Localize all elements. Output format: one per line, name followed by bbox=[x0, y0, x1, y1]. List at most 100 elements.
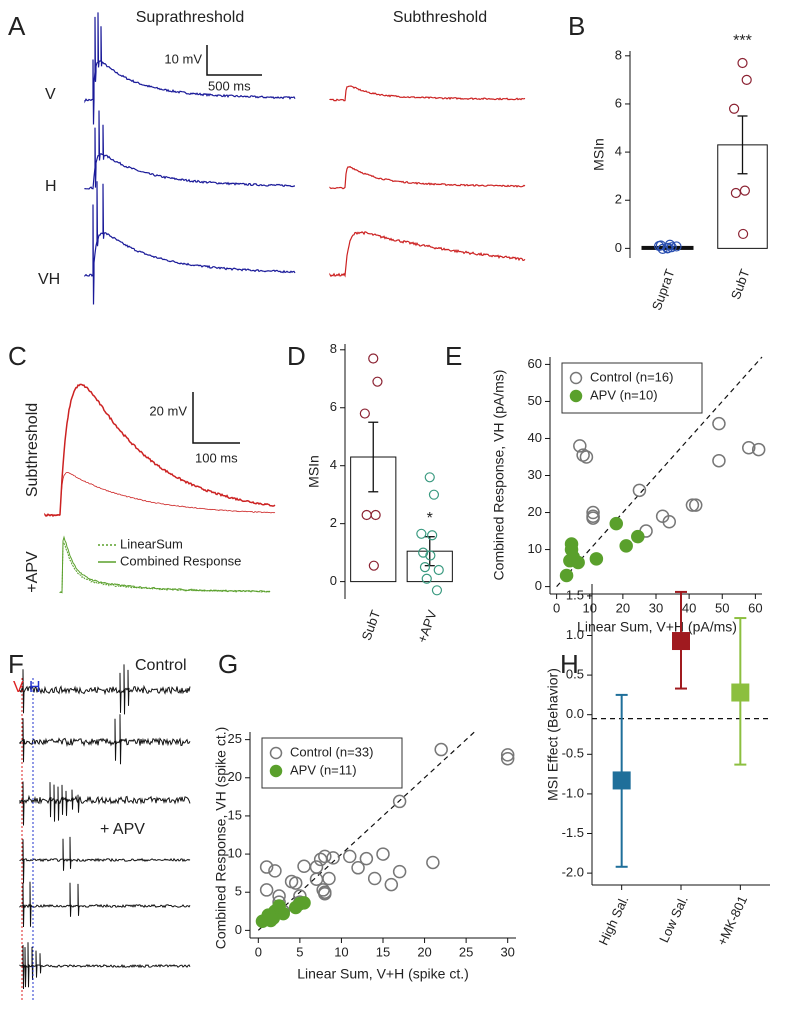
legend-box bbox=[261, 737, 403, 789]
data-point bbox=[359, 408, 370, 419]
y-tick-label: 60 bbox=[528, 356, 542, 371]
y-tick-label: 8 bbox=[615, 47, 622, 62]
data-point bbox=[419, 562, 431, 573]
trace bbox=[84, 110, 295, 190]
y-tick-label: 10 bbox=[228, 846, 242, 861]
trace bbox=[19, 836, 191, 884]
panel-label: G bbox=[218, 649, 238, 679]
data-point bbox=[632, 483, 647, 498]
x-tick-label: 20 bbox=[417, 944, 431, 959]
y-tick-label: 1.5 bbox=[566, 587, 584, 602]
scale-bar bbox=[206, 45, 262, 76]
scale-bar bbox=[192, 392, 240, 444]
y-tick-label: 10 bbox=[528, 541, 542, 556]
data-point bbox=[751, 442, 766, 457]
data-point bbox=[322, 871, 336, 886]
y-tick-label: 5 bbox=[235, 884, 242, 899]
data-point bbox=[418, 547, 429, 558]
traces bbox=[19, 12, 526, 990]
data-point bbox=[586, 505, 600, 520]
data-point bbox=[712, 453, 726, 468]
data-point bbox=[425, 550, 436, 561]
y-tick-label: -1.0 bbox=[562, 785, 584, 800]
x-tick-label: 60 bbox=[748, 600, 762, 615]
x-tick-label: SubT bbox=[728, 267, 753, 301]
data-point bbox=[500, 751, 515, 766]
legend-label: APV (n=10) bbox=[590, 387, 658, 402]
y-tick-label: 6 bbox=[615, 95, 622, 110]
data-point bbox=[739, 185, 751, 196]
identity-line bbox=[556, 356, 763, 587]
y-tick-label: 20 bbox=[228, 769, 242, 784]
y-tick-label: -2.0 bbox=[562, 865, 584, 880]
y-tick-label: 0 bbox=[330, 573, 337, 588]
data-point bbox=[392, 864, 407, 879]
mean-marker bbox=[672, 632, 690, 651]
legend-marker bbox=[569, 389, 583, 403]
data-point bbox=[571, 555, 585, 570]
data-point bbox=[433, 564, 444, 576]
data-point bbox=[368, 353, 379, 364]
data-point bbox=[361, 509, 372, 521]
y-tick-label: 0.0 bbox=[566, 706, 584, 721]
data-point bbox=[573, 439, 587, 453]
data-point bbox=[631, 529, 645, 544]
y-tick-label: 15 bbox=[228, 807, 242, 822]
stim-marker: V bbox=[13, 679, 24, 696]
data-point bbox=[297, 896, 311, 910]
data-point bbox=[730, 187, 742, 199]
x-tick-label: +APV bbox=[414, 608, 440, 645]
data-point bbox=[343, 849, 357, 864]
row-label: H bbox=[45, 178, 57, 195]
y-axis-label: MSI Effect (Behavior) bbox=[545, 668, 561, 801]
data-point bbox=[427, 530, 438, 541]
y-tick-label: -0.5 bbox=[562, 746, 584, 761]
data-point bbox=[434, 742, 448, 757]
x-tick-label: 40 bbox=[682, 600, 696, 615]
x-tick-label: 10 bbox=[334, 944, 348, 959]
x-tick-label: 30 bbox=[500, 944, 514, 959]
panel-label: D bbox=[287, 341, 306, 371]
y-axis-label: MSIn bbox=[591, 138, 607, 171]
panel-label: E bbox=[445, 341, 462, 371]
condition-label: + APV bbox=[100, 821, 145, 838]
data-point bbox=[685, 498, 700, 512]
data-point bbox=[376, 847, 390, 861]
data-point bbox=[426, 855, 440, 870]
legend-label: Combined Response bbox=[120, 553, 241, 568]
data-point bbox=[728, 103, 740, 114]
data-point bbox=[392, 794, 407, 809]
panel-label: F bbox=[8, 649, 24, 679]
panel-label: H bbox=[560, 649, 579, 679]
x-axis-label: Linear Sum, V+H (spike ct.) bbox=[297, 966, 469, 982]
x-tick-label: 50 bbox=[715, 600, 729, 615]
scale-label: 10 mV bbox=[164, 51, 202, 66]
data-point bbox=[579, 450, 594, 464]
data-point bbox=[268, 864, 282, 878]
data-point bbox=[657, 243, 668, 254]
x-tick-label: High Sal. bbox=[596, 893, 632, 947]
data-point bbox=[297, 859, 311, 874]
x-tick-label: SupraT bbox=[649, 267, 678, 312]
y-tick-label: 30 bbox=[528, 467, 542, 482]
data-point bbox=[712, 416, 726, 431]
legend-label: Control (n=33) bbox=[290, 744, 373, 759]
mean-marker bbox=[731, 683, 750, 702]
scale-label: 100 ms bbox=[195, 450, 238, 465]
trace bbox=[329, 165, 526, 190]
y-tick-label: 50 bbox=[528, 393, 542, 408]
y-axis-label: MSIn bbox=[306, 455, 322, 488]
data-point bbox=[559, 568, 574, 583]
trace-title: Control bbox=[135, 657, 187, 674]
stim-marker: H bbox=[29, 679, 41, 696]
x-tick-label: SubT bbox=[359, 608, 384, 642]
trace bbox=[19, 881, 191, 928]
trace bbox=[19, 714, 191, 765]
data-point bbox=[428, 489, 440, 500]
y-tick-label: 8 bbox=[330, 341, 337, 356]
data-point bbox=[737, 57, 748, 69]
row-label: +APV bbox=[24, 551, 41, 593]
data-point bbox=[737, 228, 749, 240]
trace-title: Subthreshold bbox=[393, 9, 487, 26]
